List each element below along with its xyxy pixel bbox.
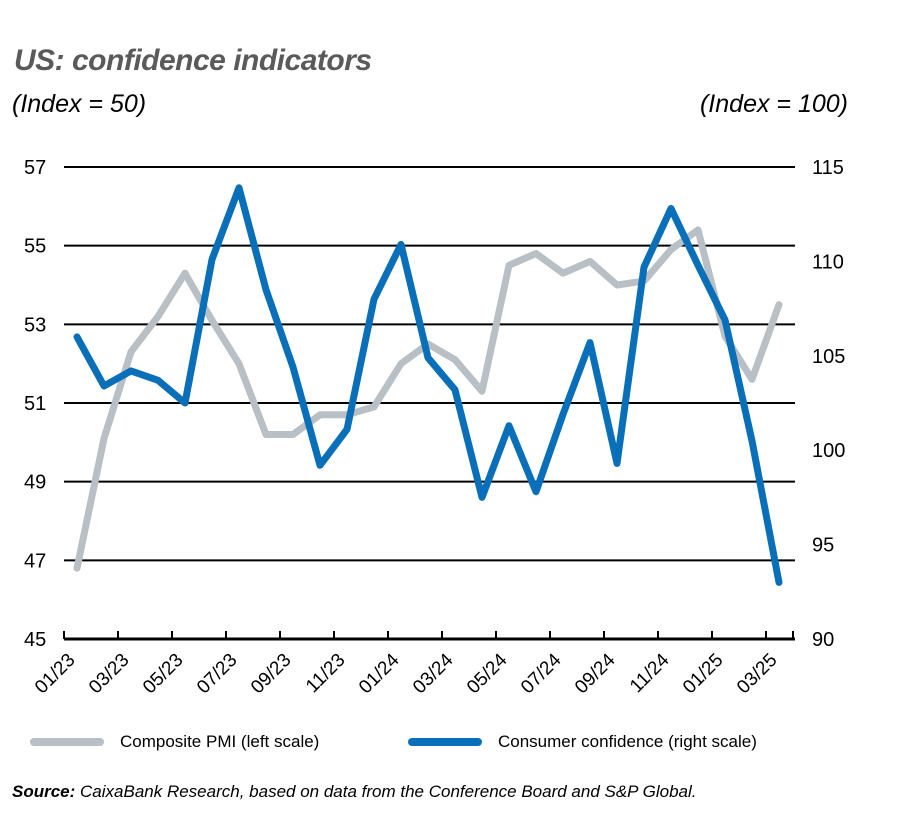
legend-swatch-pmi — [30, 738, 104, 746]
right-tick-label: 110 — [812, 251, 844, 273]
legend-label-pmi: Composite PMI (left scale) — [120, 732, 320, 751]
source-note: Source: CaixaBank Research, based on dat… — [12, 782, 696, 802]
right-tick-label: 115 — [812, 157, 844, 179]
legend-item-consumer: Consumer confidence (right scale) — [408, 732, 757, 752]
source-text: CaixaBank Research, based on data from t… — [75, 782, 697, 801]
right-tick-label: 90 — [812, 629, 834, 651]
left-axis-unit: (Index = 50) — [12, 90, 147, 118]
x-tick-label: 07/24 — [517, 649, 566, 698]
x-tick-label: 01/25 — [679, 650, 727, 698]
left-tick-label: 57 — [24, 157, 46, 179]
chart-title: US: confidence indicators — [14, 44, 372, 77]
x-tick-label: 07/23 — [193, 650, 241, 698]
x-tick-label: 11/24 — [626, 649, 674, 697]
legend-swatch-consumer — [408, 738, 482, 746]
legend-item-pmi: Composite PMI (left scale) — [30, 732, 319, 752]
left-tick-label: 47 — [24, 550, 46, 572]
legend-label-consumer: Consumer confidence (right scale) — [498, 732, 757, 751]
x-tick-label: 09/23 — [247, 650, 295, 698]
left-tick-label: 51 — [24, 393, 46, 415]
left-tick-label: 49 — [24, 472, 46, 494]
source-label: Source: — [12, 782, 76, 801]
left-tick-label: 53 — [24, 314, 46, 336]
x-tick-label: 01/23 — [31, 650, 79, 698]
right-tick-label: 100 — [812, 440, 845, 462]
x-tick-label: 03/24 — [409, 649, 458, 698]
left-tick-label: 55 — [24, 236, 46, 258]
right-tick-label: 95 — [812, 535, 834, 557]
right-tick-label: 105 — [812, 346, 845, 368]
plot-area: 45 47 49 51 53 55 57 90 95 100 105 110 115 01/23 03/23… — [24, 157, 845, 698]
right-axis-unit: (Index = 100) — [699, 90, 848, 118]
x-tick-label: 09/24 — [571, 649, 620, 698]
left-tick-label: 45 — [24, 629, 46, 651]
x-tick-label: 05/24 — [463, 649, 512, 698]
x-tick-label: 01/24 — [355, 649, 404, 698]
x-tick-label: 11/23 — [302, 650, 349, 697]
x-tick-label: 03/23 — [85, 650, 133, 698]
x-tick-label: 05/23 — [139, 650, 187, 698]
consumer-confidence-line — [73, 184, 783, 586]
x-tick-label: 03/25 — [733, 650, 781, 698]
